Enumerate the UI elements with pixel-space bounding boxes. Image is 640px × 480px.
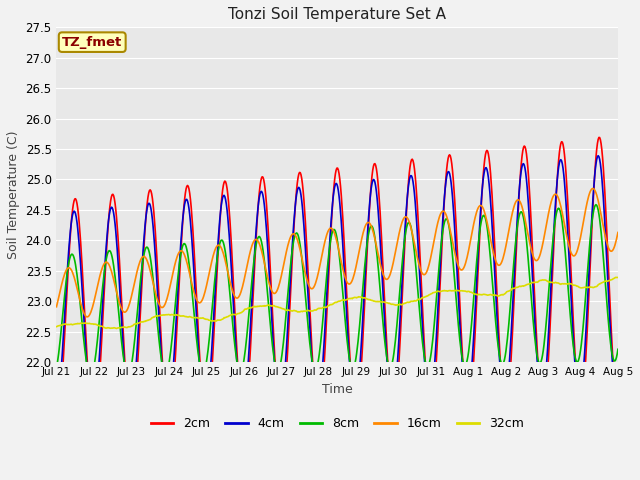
Line: 8cm: 8cm — [56, 204, 618, 376]
4cm — [250, 258, 258, 264]
16cm — [119, 309, 127, 314]
16cm — [250, 238, 258, 244]
2cm — [250, 288, 257, 293]
32cm — [428, 291, 435, 297]
2cm — [427, 410, 435, 416]
8cm — [87, 373, 95, 379]
16cm — [52, 304, 60, 310]
4cm — [52, 409, 60, 415]
4cm — [428, 395, 435, 400]
16cm — [589, 186, 597, 192]
32cm — [612, 275, 620, 280]
2cm — [221, 179, 229, 185]
4cm — [614, 390, 622, 396]
8cm — [223, 256, 230, 262]
8cm — [119, 352, 127, 358]
32cm — [113, 325, 120, 331]
Title: Tonzi Soil Temperature Set A: Tonzi Soil Temperature Set A — [228, 7, 446, 22]
32cm — [119, 324, 127, 330]
Line: 4cm: 4cm — [56, 156, 618, 413]
Line: 2cm: 2cm — [56, 137, 618, 426]
4cm — [396, 321, 404, 327]
32cm — [396, 301, 404, 307]
2cm — [118, 313, 126, 319]
Text: TZ_fmet: TZ_fmet — [62, 36, 122, 48]
8cm — [428, 349, 435, 355]
4cm — [271, 372, 279, 378]
Line: 16cm: 16cm — [56, 189, 618, 317]
32cm — [250, 304, 258, 310]
16cm — [396, 228, 404, 233]
2cm — [271, 351, 278, 357]
Y-axis label: Soil Temperature (C): Soil Temperature (C) — [7, 131, 20, 259]
8cm — [250, 256, 258, 262]
32cm — [271, 304, 279, 310]
32cm — [614, 275, 622, 280]
32cm — [52, 324, 60, 329]
4cm — [223, 201, 230, 207]
8cm — [271, 362, 279, 368]
4cm — [119, 343, 127, 348]
8cm — [614, 347, 622, 352]
8cm — [592, 202, 600, 207]
8cm — [396, 288, 404, 294]
4cm — [595, 153, 602, 158]
2cm — [52, 423, 60, 429]
2cm — [396, 357, 403, 363]
16cm — [223, 262, 230, 268]
32cm — [223, 314, 230, 320]
4cm — [89, 410, 97, 416]
2cm — [595, 134, 603, 140]
2cm — [614, 403, 622, 409]
8cm — [52, 365, 60, 371]
16cm — [83, 314, 91, 320]
X-axis label: Time: Time — [322, 383, 353, 396]
Legend: 2cm, 4cm, 8cm, 16cm, 32cm: 2cm, 4cm, 8cm, 16cm, 32cm — [145, 412, 529, 435]
16cm — [614, 229, 622, 235]
16cm — [271, 290, 279, 296]
16cm — [428, 252, 435, 258]
Line: 32cm: 32cm — [56, 277, 618, 328]
